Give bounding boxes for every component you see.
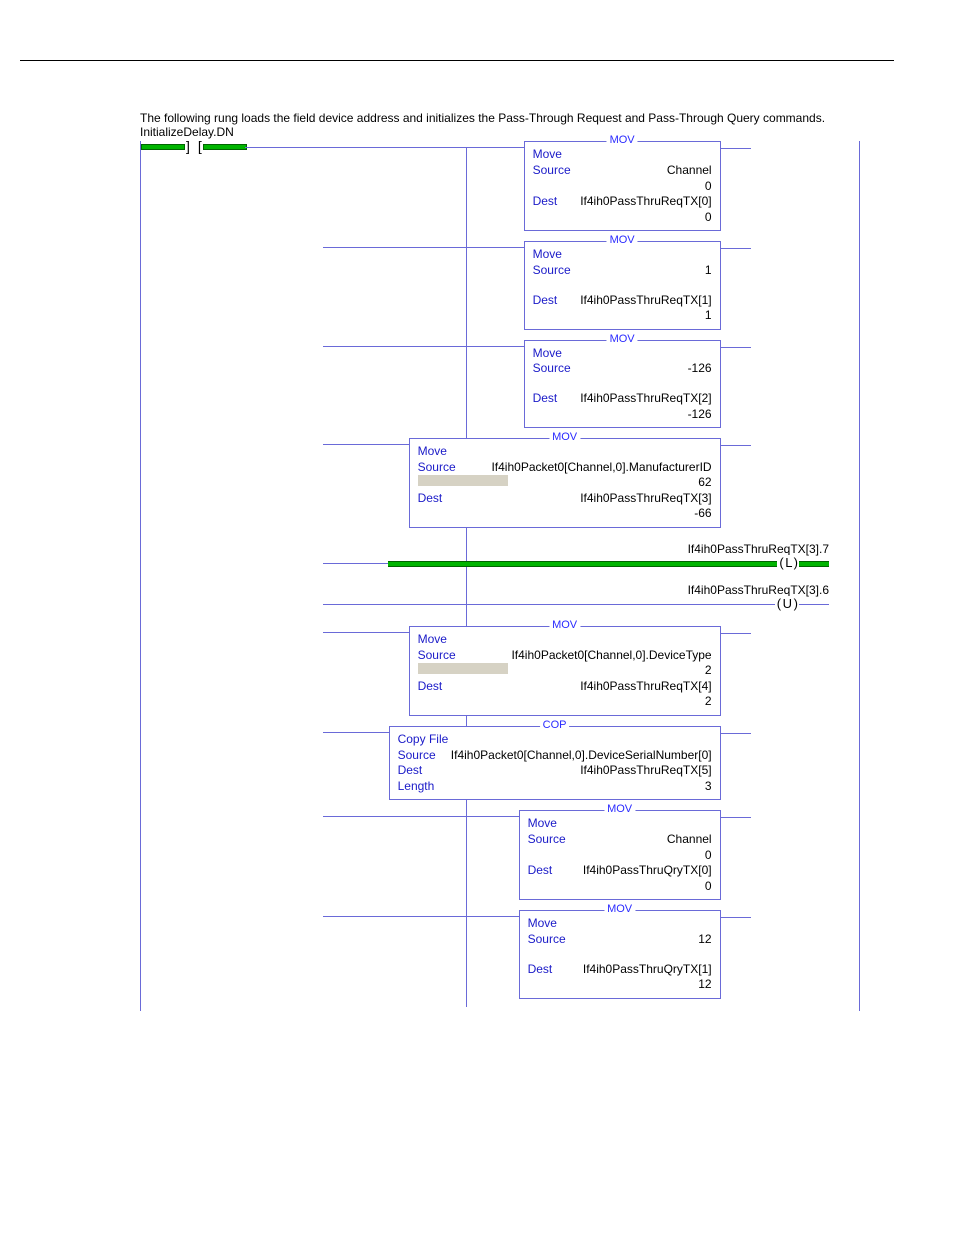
highlight-bar — [418, 663, 508, 674]
page-top-rule — [20, 60, 894, 61]
instr-title: MOV — [607, 134, 638, 146]
rung-comment: The following rung loads the field devic… — [140, 111, 860, 125]
ladder-diagram: The following rung loads the field devic… — [140, 111, 860, 1011]
condition-label: InitializeDelay.DN — [140, 125, 860, 139]
mov-block-8: MOV Move Source12 DestIf4ih0PassThruQryT… — [519, 910, 721, 998]
otl-coil: If4ih0PassThruReqTX[3].7 ( L ) — [688, 542, 829, 569]
mov-block-2: MOV Move Source1 DestIf4ih0PassThruReqTX… — [524, 241, 721, 329]
highlight-bar — [418, 475, 508, 486]
mov-block-4: MOV Move SourceIf4ih0Packet0[Channel,0].… — [409, 438, 721, 528]
mov-block-7: MOV Move SourceChannel 0 DestIf4ih0PassT… — [519, 810, 721, 900]
mov-block-3: MOV Move Source-126 DestIf4ih0PassThruRe… — [524, 340, 721, 428]
xic-contact: ] [ — [141, 144, 247, 150]
mov-block-5: MOV Move SourceIf4ih0Packet0[Channel,0].… — [409, 626, 721, 716]
otu-coil: If4ih0PassThruReqTX[3].6 ( U ) — [688, 583, 829, 610]
cop-block: COP Copy File SourceIf4ih0Packet0[Channe… — [389, 726, 721, 800]
mov-block-1: MOV Move SourceChannel 0 DestIf4ih0PassT… — [524, 141, 721, 231]
